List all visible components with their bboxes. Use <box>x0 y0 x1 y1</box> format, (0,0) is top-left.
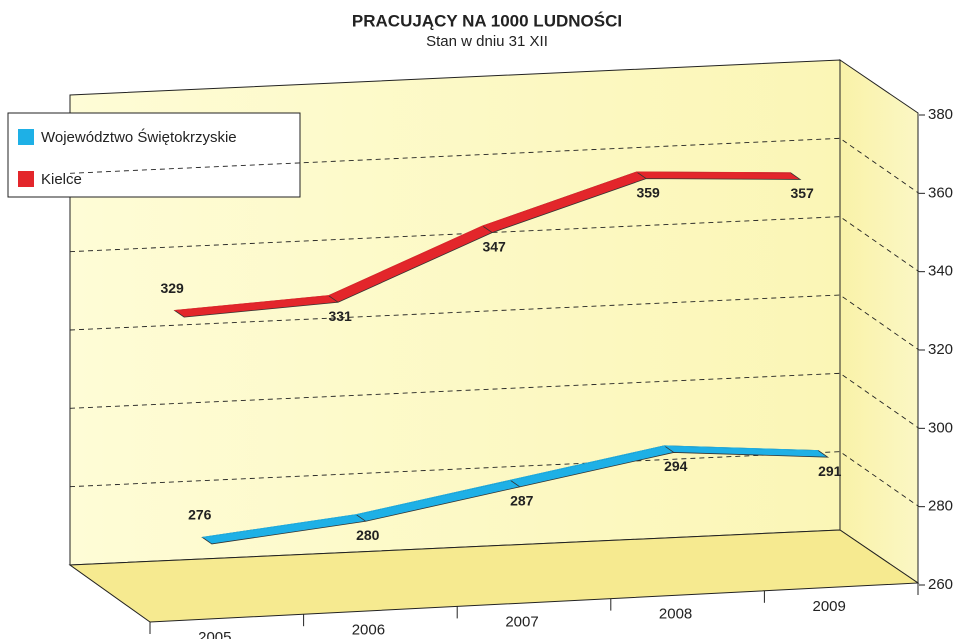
ribbon-fold <box>356 514 367 522</box>
y-tick-label: 360 <box>928 184 953 201</box>
y-tick-label: 380 <box>928 106 953 123</box>
grid-line <box>69 137 920 194</box>
y-tick-label: 320 <box>928 341 953 358</box>
data-label: 347 <box>482 238 506 254</box>
data-label: 359 <box>636 184 660 200</box>
x-tick-label: 2009 <box>813 598 846 615</box>
chart-title: PRACUJĄCY NA 1000 LUDNOŚCI <box>352 11 622 30</box>
legend-box <box>7 112 301 198</box>
y-tick-label: 280 <box>928 498 953 515</box>
data-label: 294 <box>664 458 688 474</box>
ribbon-fold <box>664 445 675 453</box>
x-tick-label: 2005 <box>198 629 231 639</box>
legend-label: Kielce <box>41 171 82 188</box>
series-line <box>174 171 791 311</box>
legend-swatch <box>18 129 34 145</box>
ribbon-fold <box>482 225 493 233</box>
grid-line <box>69 372 920 429</box>
ribbon-fold <box>510 479 521 488</box>
chart-subtitle: Stan w dniu 31 XII <box>426 33 548 50</box>
side-wall <box>839 59 919 584</box>
data-label: 280 <box>356 527 380 543</box>
series-line <box>202 445 819 538</box>
y-tick-label: 260 <box>928 576 953 593</box>
legend: Województwo Świętokrzyskie Kielce <box>7 112 301 198</box>
y-tick-label: 340 <box>928 263 953 280</box>
data-label: 276 <box>188 507 212 523</box>
data-label: 329 <box>160 280 184 296</box>
x-tick-label: 2007 <box>505 613 538 630</box>
data-label: 291 <box>818 463 842 479</box>
data-label: 287 <box>510 493 534 509</box>
ribbon-fold <box>328 295 339 303</box>
x-tick-label: 2008 <box>659 606 692 623</box>
data-label: 357 <box>790 185 814 201</box>
ribbon-fold <box>636 171 647 179</box>
x-tick-label: 2006 <box>352 621 385 638</box>
data-label: 331 <box>328 308 352 324</box>
grid-line <box>69 294 920 351</box>
grid-line <box>69 216 920 273</box>
legend-label: Województwo Świętokrzyskie <box>41 128 237 146</box>
legend-swatch <box>18 171 34 187</box>
grid-line <box>69 451 920 508</box>
y-tick-label: 300 <box>928 419 953 436</box>
